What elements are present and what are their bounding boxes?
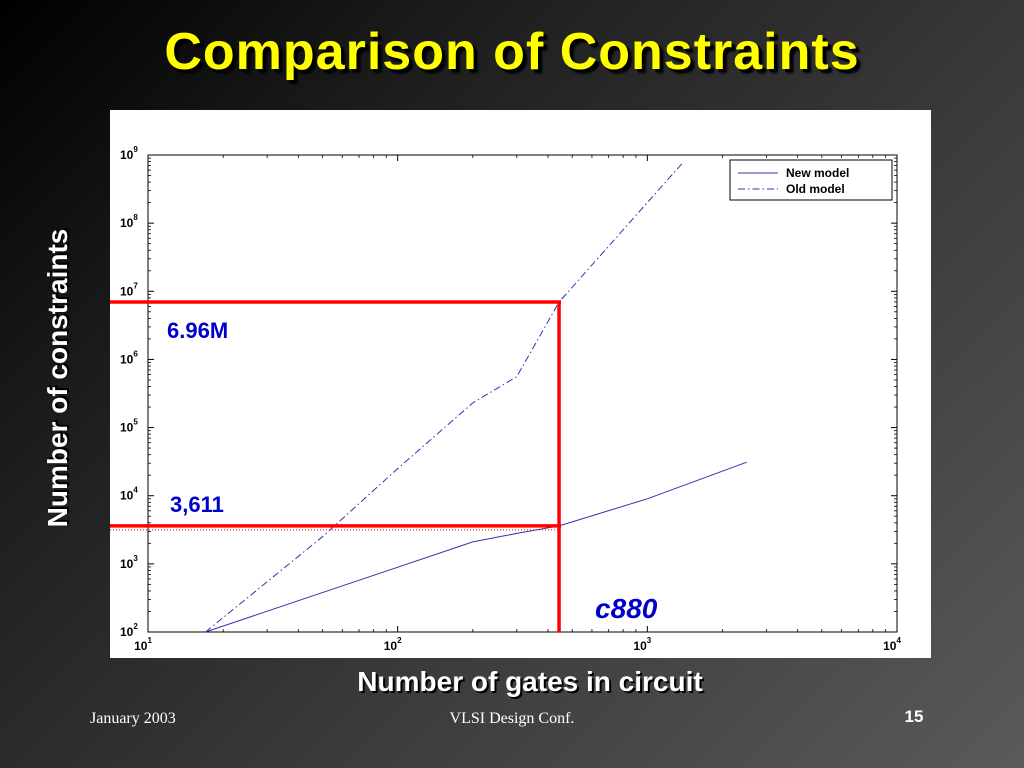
y-tick-label: 107 <box>120 281 138 298</box>
y-tick-label: 105 <box>120 418 138 435</box>
legend-label: Old model <box>786 182 845 196</box>
y-tick-exponent: 4 <box>133 486 138 495</box>
y-axis-label: Number of constraints <box>42 228 73 528</box>
annotation-circuit-name: c880 <box>595 593 658 624</box>
y-tick-exponent: 8 <box>133 213 138 222</box>
series-line-old-model <box>205 161 685 633</box>
annotation-new-model-value: 3,611 <box>170 492 224 517</box>
y-tick-label: 106 <box>120 349 138 366</box>
x-tick-exponent: 3 <box>647 636 652 645</box>
x-tick-base: 10 <box>633 639 647 653</box>
x-tick-base: 10 <box>134 639 148 653</box>
legend-box <box>729 159 893 201</box>
y-tick-base: 10 <box>120 421 134 435</box>
x-tick-exponent: 1 <box>147 636 152 645</box>
y-tick-base: 10 <box>120 216 134 230</box>
y-tick-base: 10 <box>120 625 134 639</box>
x-tick-label: 104 <box>883 636 901 653</box>
y-tick-label: 109 <box>120 145 138 162</box>
y-tick-exponent: 5 <box>133 418 138 427</box>
y-tick-base: 10 <box>120 352 134 366</box>
legend-label: New model <box>786 166 849 180</box>
slide-title: Comparison of Constraints <box>164 23 860 81</box>
footer-date: January 2003 <box>90 710 176 727</box>
x-tick-exponent: 2 <box>397 636 402 645</box>
y-tick-exponent: 3 <box>133 554 138 563</box>
y-tick-exponent: 2 <box>133 622 138 631</box>
y-tick-base: 10 <box>120 284 134 298</box>
x-tick-exponent: 4 <box>896 636 901 645</box>
y-tick-base: 10 <box>120 489 134 503</box>
y-tick-base: 10 <box>120 148 134 162</box>
x-tick-label: 102 <box>384 636 402 653</box>
x-axis-label: Number of gates in circuit <box>357 666 703 697</box>
annotation-old-model-value: 6.96M <box>167 318 228 343</box>
footer-conference: VLSI Design Conf. <box>449 710 575 727</box>
y-tick-label: 103 <box>120 554 138 571</box>
slide-number: 15 <box>904 707 924 726</box>
y-tick-label: 102 <box>120 622 138 639</box>
series-line-new-model <box>205 461 747 633</box>
y-tick-exponent: 9 <box>133 145 138 154</box>
y-tick-exponent: 7 <box>133 281 138 290</box>
y-tick-label: 108 <box>120 213 138 230</box>
y-tick-exponent: 6 <box>133 349 138 358</box>
x-tick-base: 10 <box>384 639 398 653</box>
x-tick-base: 10 <box>883 639 897 653</box>
y-tick-base: 10 <box>120 557 134 571</box>
y-tick-label: 104 <box>120 486 138 503</box>
x-tick-label: 103 <box>633 636 651 653</box>
plot-panel: 101 102 103 104 102 103 104 105 106 107 108 109 New… <box>110 110 931 658</box>
plot-axes-box <box>147 154 898 633</box>
x-tick-label: 101 <box>134 636 152 653</box>
